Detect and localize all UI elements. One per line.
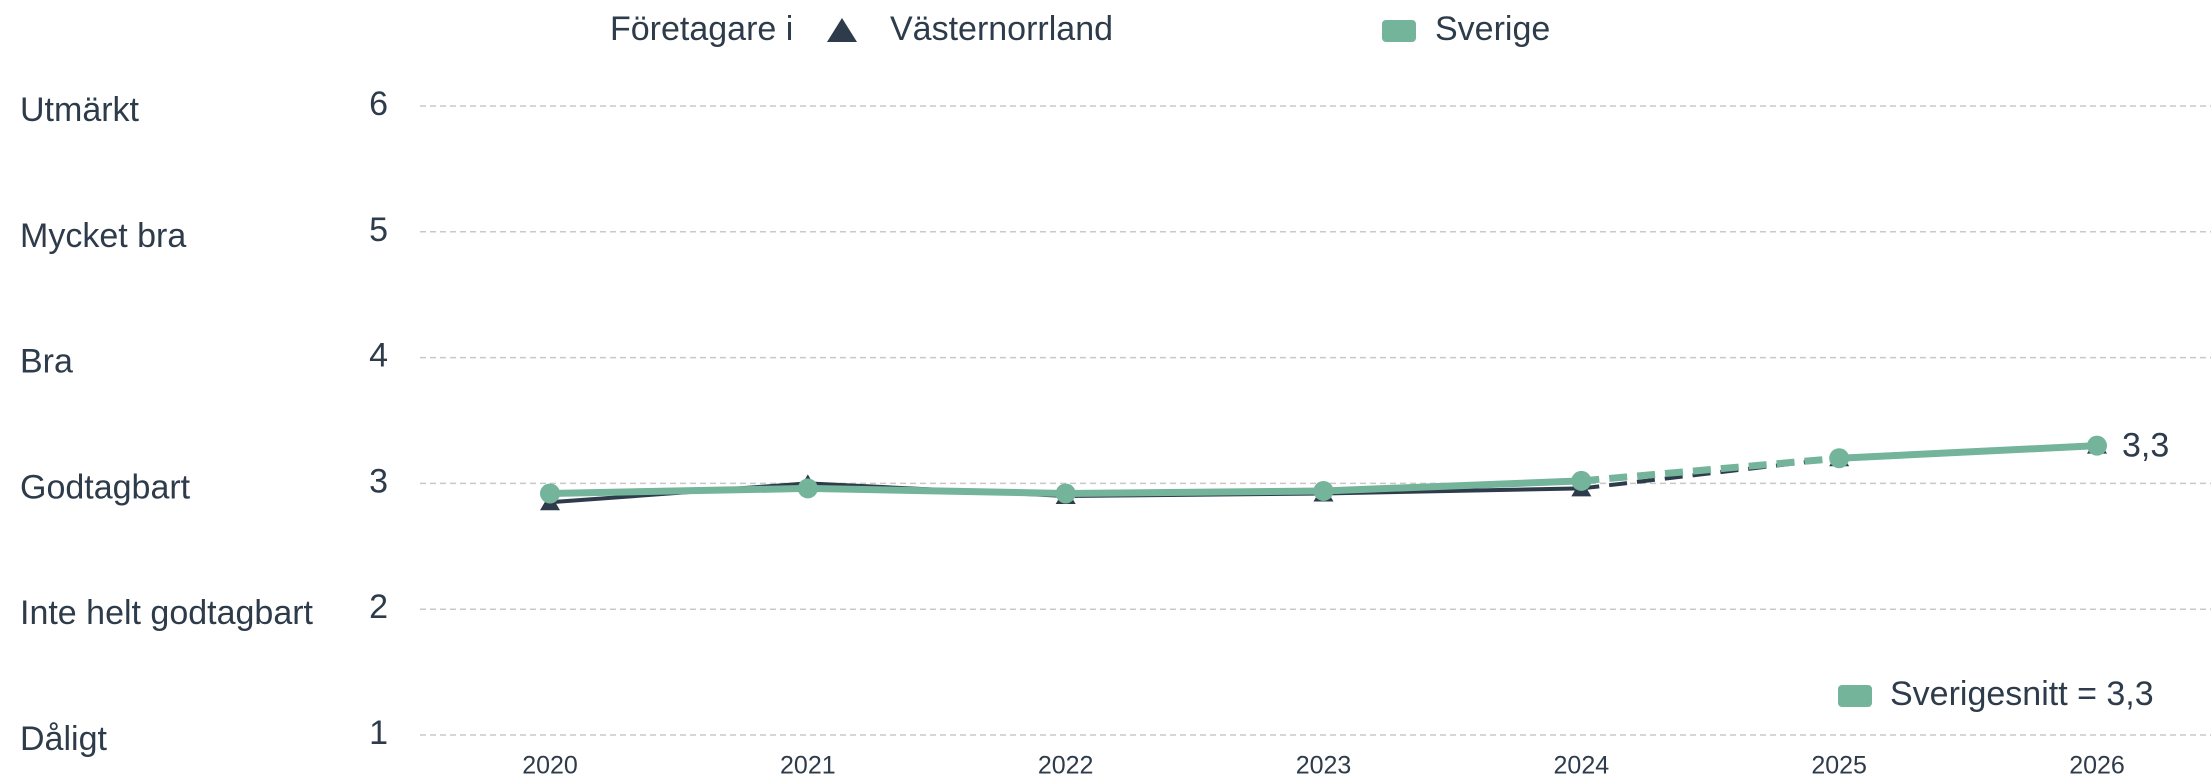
point bbox=[1571, 470, 1592, 491]
x-tick-label: 2021 bbox=[780, 752, 836, 778]
y-tick-label: 4 bbox=[369, 337, 388, 375]
x-tick-label: 2022 bbox=[1038, 752, 1094, 778]
x-tick-label: 2024 bbox=[1554, 752, 1610, 778]
y-tick-label: 3 bbox=[369, 462, 388, 500]
y-tick-name: Utmärkt bbox=[20, 91, 140, 129]
annotation-marker bbox=[1838, 685, 1872, 707]
y-tick-label: 5 bbox=[369, 211, 388, 249]
y-tick-name: Godtagbart bbox=[20, 468, 191, 506]
point bbox=[1313, 480, 1334, 501]
y-tick-label: 1 bbox=[369, 714, 388, 752]
y-tick-label: 6 bbox=[369, 85, 388, 123]
y-tick-name: Mycket bra bbox=[20, 217, 186, 255]
end-label: 3,3 bbox=[2122, 427, 2169, 465]
x-tick-label: 2020 bbox=[522, 752, 578, 778]
y-tick-name: Bra bbox=[20, 343, 73, 381]
point bbox=[1055, 483, 1076, 504]
legend-marker bbox=[827, 18, 857, 42]
legend-label: Västernorrland bbox=[890, 10, 1113, 48]
series-line bbox=[1581, 456, 1840, 491]
legend-title: Företagare i bbox=[610, 10, 793, 48]
x-tick-label: 2023 bbox=[1296, 752, 1352, 778]
point bbox=[797, 478, 818, 499]
series-line bbox=[1838, 442, 2098, 462]
legend-label: Sverige bbox=[1435, 10, 1550, 48]
x-tick-label: 2026 bbox=[2069, 752, 2125, 778]
legend-marker bbox=[1382, 20, 1416, 42]
point bbox=[2087, 435, 2107, 456]
y-tick-label: 2 bbox=[369, 588, 388, 626]
point bbox=[1829, 448, 1850, 469]
x-tick-label: 2025 bbox=[1811, 752, 1867, 778]
y-tick-name: Inte helt godtagbart bbox=[20, 594, 314, 632]
series-line bbox=[1581, 454, 1840, 485]
annotation: Sverigesnitt = 3,3 bbox=[1890, 675, 2154, 713]
point bbox=[540, 483, 560, 504]
y-tick-name: Dåligt bbox=[20, 720, 107, 758]
